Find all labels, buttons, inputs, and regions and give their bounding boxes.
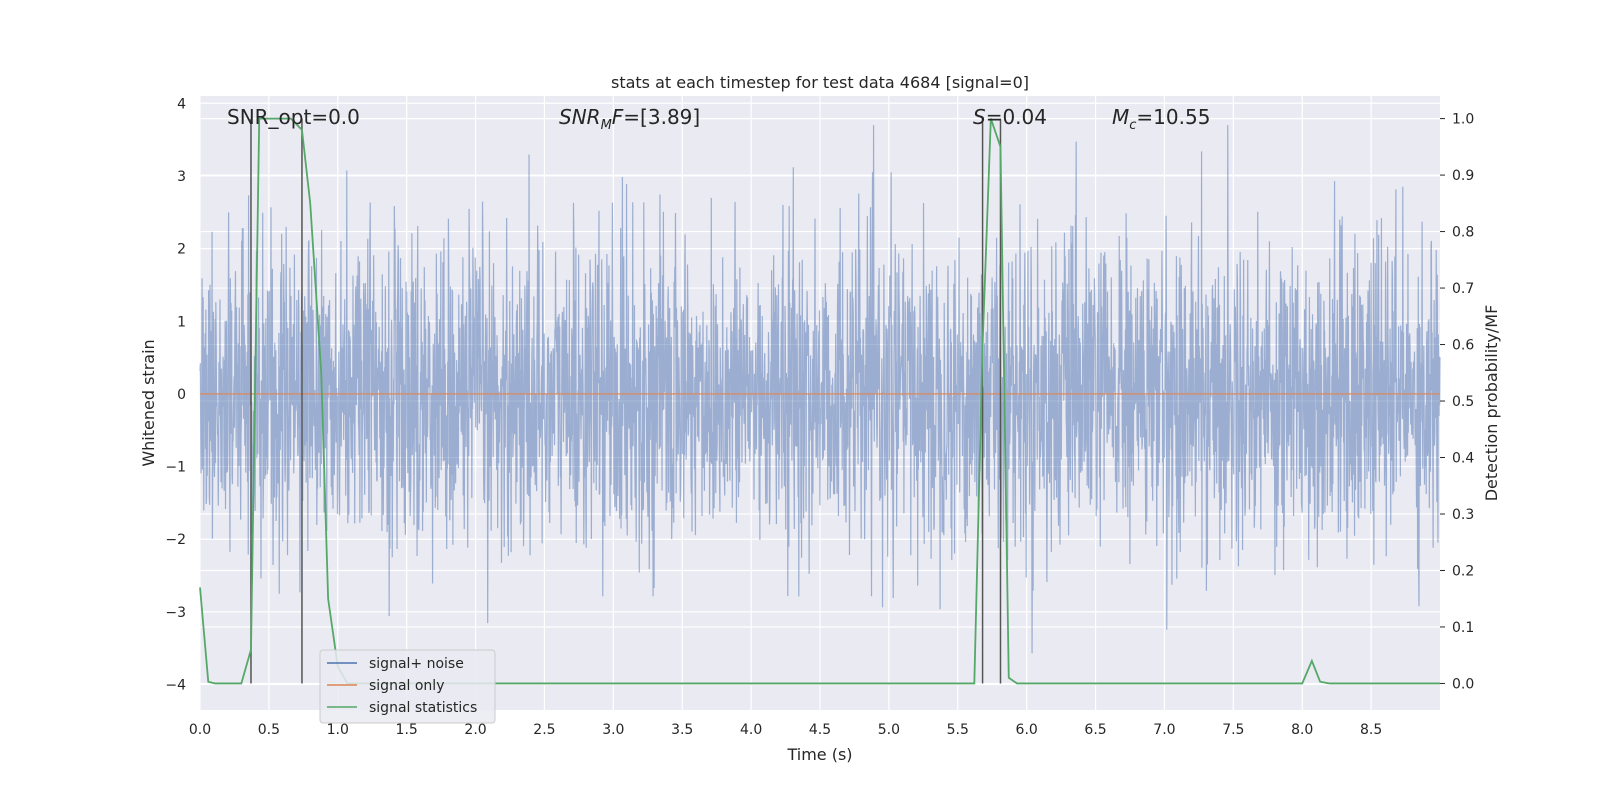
x-tick-label: 3.5 bbox=[671, 722, 693, 738]
mc-value: =10.55 bbox=[1136, 105, 1210, 129]
y-tick-label: 3 bbox=[177, 169, 186, 185]
mc-annotation: Mc=10.55 bbox=[1112, 105, 1210, 133]
y-right-tick-label: 0.8 bbox=[1452, 225, 1474, 241]
y-tick-label: 0 bbox=[177, 387, 186, 403]
x-tick-label: 6.0 bbox=[1016, 722, 1038, 738]
x-tick-label: 4.5 bbox=[809, 722, 831, 738]
x-tick-labels: 0.0 0.5 1.0 1.5 2.0 2.5 3.0 3.5 4.0 4.5 5.0 5.5 6.0 6… bbox=[189, 722, 1382, 738]
chart-title: stats at each timestep for test data 468… bbox=[611, 73, 1029, 92]
x-axis-label: Time (s) bbox=[786, 745, 852, 764]
x-tick-label: 1.5 bbox=[396, 722, 418, 738]
legend-label-signal: signal only bbox=[369, 678, 444, 694]
y-right-axis-label: Detection probability/MF bbox=[1482, 305, 1501, 502]
snr-mf-symbol: SNR bbox=[559, 105, 601, 129]
y-right-tick-label: 0.0 bbox=[1452, 676, 1474, 692]
y-right-tick-label: 0.5 bbox=[1452, 394, 1474, 410]
y-right-tick-label: 0.2 bbox=[1452, 563, 1474, 579]
y-right-tick-label: 1.0 bbox=[1452, 112, 1474, 128]
x-tick-label: 0.0 bbox=[189, 722, 211, 738]
y-right-tick-label: 0.4 bbox=[1452, 451, 1474, 467]
noise-series bbox=[199, 125, 1441, 654]
y-tick-label: 4 bbox=[177, 96, 186, 112]
y-tick-label: −3 bbox=[165, 605, 186, 621]
x-tick-label: 3.0 bbox=[602, 722, 624, 738]
x-tick-label: 7.5 bbox=[1222, 722, 1244, 738]
legend-label-noise: signal+ noise bbox=[369, 656, 464, 672]
snr-mf-subscript: M bbox=[601, 118, 612, 133]
y-right-tick-label: 0.9 bbox=[1452, 168, 1474, 184]
legend-label-stats: signal statistics bbox=[369, 700, 477, 716]
x-tick-label: 0.5 bbox=[258, 722, 280, 738]
y-tick-label: −2 bbox=[165, 532, 186, 548]
mc-subscript: c bbox=[1129, 118, 1136, 133]
snr-mf-value: =[3.89] bbox=[623, 105, 700, 129]
noise-line bbox=[199, 125, 1441, 654]
x-tick-label: 5.0 bbox=[878, 722, 900, 738]
y-axis-label: Whitened strain bbox=[139, 339, 158, 466]
y-right-tick-label: 0.1 bbox=[1452, 620, 1474, 636]
legend: signal+ noise signal only signal statist… bbox=[319, 649, 496, 724]
x-tick-label: 1.0 bbox=[327, 722, 349, 738]
x-tick-label: 4.0 bbox=[740, 722, 762, 738]
s-symbol: S bbox=[973, 105, 986, 129]
x-tick-label: 8.5 bbox=[1360, 722, 1382, 738]
y-tick-labels: 4 3 2 1 0 −1 −2 −3 −4 bbox=[165, 96, 186, 693]
x-tick-label: 8.0 bbox=[1291, 722, 1313, 738]
x-tick-label: 2.0 bbox=[464, 722, 486, 738]
y-tick-label: −4 bbox=[165, 678, 186, 694]
y-tick-label: −1 bbox=[165, 460, 186, 476]
x-tick-label: 5.5 bbox=[947, 722, 969, 738]
snr-mf-symbol-f: F bbox=[612, 105, 624, 129]
y-right-tick-label: 0.3 bbox=[1452, 507, 1474, 523]
y-tick-label: 2 bbox=[177, 242, 186, 258]
snr-opt-annotation: SNR_opt=0.0 bbox=[227, 105, 360, 129]
y-right-tick-labels: 1.0 0.9 0.8 0.7 0.6 0.5 0.4 0.3 0.2 0.1 0.0 bbox=[1440, 112, 1474, 692]
y-right-tick-label: 0.6 bbox=[1452, 338, 1474, 354]
y-tick-label: 1 bbox=[177, 314, 186, 330]
legend-box bbox=[319, 649, 496, 724]
s-value: =0.04 bbox=[986, 105, 1047, 129]
x-tick-label: 2.5 bbox=[533, 722, 555, 738]
s-annotation: S=0.04 bbox=[973, 105, 1047, 129]
vertical-markers bbox=[250, 118, 1002, 684]
mc-symbol: M bbox=[1112, 105, 1129, 129]
x-tick-label: 7.0 bbox=[1153, 722, 1175, 738]
x-tick-label: 6.5 bbox=[1084, 722, 1106, 738]
y-right-tick-label: 0.7 bbox=[1452, 281, 1474, 297]
snr-mf-annotation: SNRMF=[3.89] bbox=[559, 105, 700, 133]
